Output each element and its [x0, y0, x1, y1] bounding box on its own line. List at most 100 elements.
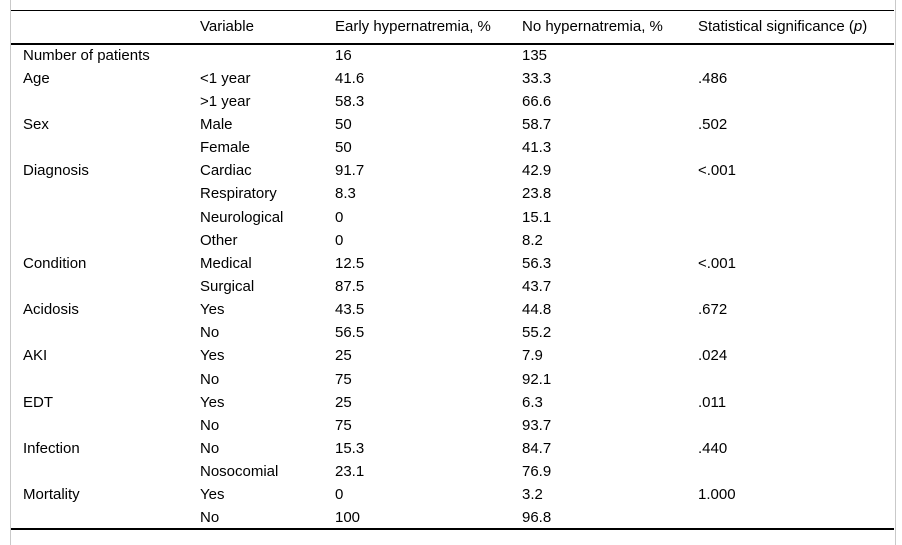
cell-early-hypernatremia: 8.3 [335, 185, 356, 203]
cell-no-hypernatremia: 56.3 [522, 254, 552, 272]
table-row: No 56.5 55.2 [11, 321, 894, 344]
cell-variable: Yes [200, 301, 225, 319]
cell-p-value [698, 506, 894, 529]
cell-variable: No [200, 370, 220, 388]
column-header: No hypernatremia, % [522, 10, 698, 45]
table-row: Infection No 15.3 84.7 .440 [11, 437, 894, 460]
column-header-label-suffix: ) [862, 18, 868, 36]
column-header-label: Early hypernatremia, % [335, 18, 491, 36]
cell-no-hypernatremia: 33.3 [522, 69, 552, 87]
cell-variable: <1 year [200, 69, 251, 87]
table-row: >1 year 58.3 66.6 [11, 90, 894, 113]
column-header [11, 10, 200, 45]
cell-category [11, 229, 200, 252]
cell-early-hypernatremia: 25 [335, 393, 352, 411]
cell-p-value: .672 [698, 301, 728, 319]
cell-early-hypernatremia: 0 [335, 208, 344, 226]
column-header: Early hypernatremia, % [335, 10, 522, 45]
cell-variable: >1 year [200, 92, 251, 110]
cell-p-value [698, 90, 894, 113]
table-row: No 100 96.8 [11, 506, 894, 529]
column-header-label: Variable [200, 18, 254, 36]
cell-variable: Medical [200, 254, 252, 272]
cell-no-hypernatremia: 7.9 [522, 347, 543, 365]
column-header-label: Statistical significance ( [698, 18, 854, 36]
cell-early-hypernatremia: 56.5 [335, 324, 365, 342]
cell-variable: Male [200, 115, 233, 133]
cell-no-hypernatremia: 23.8 [522, 185, 552, 203]
table-body: Number of patients 16 135 Age <1 year 41.6 33.… [11, 44, 894, 530]
cell-early-hypernatremia: 50 [335, 115, 352, 133]
column-header: Variable [200, 10, 335, 45]
cell-category [11, 205, 200, 228]
cell-no-hypernatremia: 42.9 [522, 162, 552, 180]
cell-category: Age [23, 69, 50, 87]
cell-p-value [698, 367, 894, 390]
cell-p-value [698, 205, 894, 228]
cell-category [11, 275, 200, 298]
cell-variable: Respiratory [200, 185, 277, 203]
cell-p-value [698, 182, 894, 205]
cell-variable [200, 44, 335, 67]
cell-p-value: <.001 [698, 162, 736, 180]
cell-p-value: .440 [698, 439, 728, 457]
cell-p-value: .502 [698, 115, 728, 133]
cell-p-value [698, 44, 894, 67]
table-row: Female 50 41.3 [11, 136, 894, 159]
table-row: EDT Yes 25 6.3 .011 [11, 391, 894, 414]
cell-category [11, 136, 200, 159]
cell-category: Condition [23, 254, 87, 272]
cell-variable: Other [200, 231, 238, 249]
column-header-label: No hypernatremia, % [522, 18, 663, 36]
cell-p-value [698, 414, 894, 437]
cell-p-value: .011 [698, 393, 727, 411]
cell-no-hypernatremia: 84.7 [522, 439, 552, 457]
cell-early-hypernatremia: 25 [335, 347, 352, 365]
table-row: Age <1 year 41.6 33.3 .486 [11, 67, 894, 90]
table-row: Condition Medical 12.5 56.3 <.001 [11, 252, 894, 275]
cell-early-hypernatremia: 41.6 [335, 69, 365, 87]
cell-no-hypernatremia: 135 [522, 47, 548, 65]
header-row: Variable Early hypernatremia, % No hyperna… [11, 10, 894, 45]
table-row: Sex Male 50 58.7 .502 [11, 113, 894, 136]
table-header: Variable Early hypernatremia, % No hyperna… [11, 10, 894, 45]
cell-no-hypernatremia: 93.7 [522, 416, 552, 434]
table-row: Nosocomial 23.1 76.9 [11, 460, 894, 483]
cell-no-hypernatremia: 44.8 [522, 301, 552, 319]
cell-category: Mortality [23, 486, 80, 504]
cell-category [11, 506, 200, 529]
cell-variable: Yes [200, 486, 225, 504]
cell-variable: Nosocomial [200, 463, 279, 481]
table-row: Mortality Yes 0 3.2 1.000 [11, 483, 894, 506]
cell-p-value [698, 229, 894, 252]
cell-no-hypernatremia: 58.7 [522, 115, 552, 133]
cell-p-value [698, 460, 894, 483]
column-header: Statistical significance (p) [698, 10, 894, 45]
column-header-italic-label: p [853, 18, 863, 36]
cell-category: Infection [23, 439, 80, 457]
cell-early-hypernatremia: 23.1 [335, 463, 365, 481]
cell-early-hypernatremia: 91.7 [335, 162, 365, 180]
cell-no-hypernatremia: 6.3 [522, 393, 543, 411]
table-row: Surgical 87.5 43.7 [11, 275, 894, 298]
cell-no-hypernatremia: 8.2 [522, 231, 543, 249]
table-row: Other 0 8.2 [11, 229, 894, 252]
cell-no-hypernatremia: 41.3 [522, 139, 552, 157]
cell-no-hypernatremia: 92.1 [522, 370, 552, 388]
cell-early-hypernatremia: 100 [335, 508, 361, 526]
cell-early-hypernatremia: 12.5 [335, 254, 365, 272]
cell-no-hypernatremia: 3.2 [522, 486, 543, 504]
cell-category [11, 414, 200, 437]
cell-variable: Female [200, 139, 251, 157]
cell-category [11, 321, 200, 344]
cell-early-hypernatremia: 0 [335, 486, 344, 504]
cell-category [11, 90, 200, 113]
cell-variable: Neurological [200, 208, 284, 226]
cell-early-hypernatremia: 75 [335, 416, 352, 434]
cell-p-value: 1.000 [698, 486, 736, 504]
table-row: No 75 92.1 [11, 367, 894, 390]
cell-category: Diagnosis [23, 162, 89, 180]
table-frame: Variable Early hypernatremia, % No hyperna… [10, 0, 896, 545]
table-row: Diagnosis Cardiac 91.7 42.9 <.001 [11, 159, 894, 182]
cell-no-hypernatremia: 76.9 [522, 463, 552, 481]
